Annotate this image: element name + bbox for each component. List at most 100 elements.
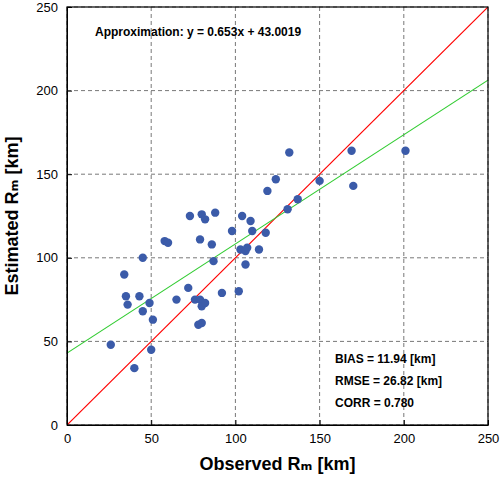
point bbox=[198, 319, 206, 327]
x-tick-mark bbox=[151, 420, 152, 425]
x-tick: 250 bbox=[478, 420, 500, 446]
x-tick: 150 bbox=[309, 420, 331, 446]
point bbox=[272, 175, 280, 183]
x-tick-label: 200 bbox=[393, 431, 415, 446]
x-tick-label: 100 bbox=[225, 431, 247, 446]
x-tick-mark bbox=[488, 420, 489, 425]
y-tick-mark bbox=[67, 7, 72, 8]
stat-label: CORR = 0.780 bbox=[335, 396, 414, 410]
y-tick: 150 bbox=[36, 167, 72, 182]
point bbox=[241, 260, 249, 268]
point bbox=[201, 215, 209, 223]
plot-frame bbox=[67, 7, 488, 425]
point bbox=[235, 287, 243, 295]
point bbox=[349, 182, 357, 190]
x-tick-mark bbox=[235, 420, 236, 425]
y-axis: 0 50 100 150 200 250 bbox=[36, 0, 72, 433]
point bbox=[285, 148, 293, 156]
point bbox=[248, 227, 256, 235]
point bbox=[196, 235, 204, 243]
x-tick-mark bbox=[320, 420, 321, 425]
fit-label: Approximation: y = 0.653x + 43.0019 bbox=[95, 25, 301, 39]
plot-background bbox=[67, 7, 488, 425]
y-tick: 100 bbox=[36, 250, 72, 265]
y-tick-mark bbox=[67, 174, 72, 175]
grid-line-y bbox=[67, 174, 488, 175]
x-axis-line bbox=[68, 425, 489, 426]
x-tick-label: 0 bbox=[64, 431, 71, 446]
y-axis-line bbox=[67, 8, 68, 426]
point bbox=[315, 177, 323, 185]
point bbox=[107, 341, 115, 349]
y-tick: 0 bbox=[51, 418, 72, 433]
y-tick-mark bbox=[67, 258, 72, 259]
x-axis-title: Observed Rₘ [km] bbox=[200, 454, 356, 474]
grid bbox=[67, 7, 488, 425]
point bbox=[238, 212, 246, 220]
point bbox=[201, 299, 209, 307]
point bbox=[164, 239, 172, 247]
chart: 0 50 100 150 200 250 0 50 100 150 200 250 Observed R… bbox=[0, 0, 500, 479]
x-tick-label: 150 bbox=[309, 431, 331, 446]
grid-line-y bbox=[67, 341, 488, 342]
point bbox=[294, 195, 302, 203]
point bbox=[283, 205, 291, 213]
point bbox=[145, 299, 153, 307]
marks bbox=[67, 7, 488, 425]
point bbox=[208, 240, 216, 248]
stat-label: RMSE = 26.82 [km] bbox=[335, 374, 442, 388]
point bbox=[172, 295, 180, 303]
point bbox=[123, 300, 131, 308]
grid-line-x bbox=[235, 7, 236, 425]
x-tick: 100 bbox=[225, 420, 247, 446]
point bbox=[246, 217, 254, 225]
point bbox=[120, 270, 128, 278]
plot: 0 50 100 150 200 250 0 50 100 150 200 250 bbox=[36, 0, 499, 446]
x-tick: 200 bbox=[393, 420, 415, 446]
point bbox=[122, 292, 130, 300]
point bbox=[147, 346, 155, 354]
fit-line bbox=[67, 80, 488, 353]
point bbox=[347, 147, 355, 155]
point bbox=[186, 212, 194, 220]
y-tick: 200 bbox=[36, 83, 72, 98]
y-tick-mark bbox=[67, 91, 72, 92]
x-tick: 50 bbox=[144, 420, 158, 446]
stat-label: BIAS = 11.94 [km] bbox=[335, 352, 435, 366]
point bbox=[263, 187, 271, 195]
point bbox=[218, 289, 226, 297]
grid-line-y bbox=[67, 257, 488, 258]
x-tick-label: 250 bbox=[478, 431, 500, 446]
point bbox=[243, 244, 251, 252]
point bbox=[401, 147, 409, 155]
y-tick-label: 50 bbox=[44, 334, 58, 349]
y-axis-title: Estimated Rₘ [km] bbox=[2, 137, 22, 296]
point bbox=[211, 208, 219, 216]
grid-line-x bbox=[151, 7, 152, 425]
x-tick-label: 50 bbox=[144, 431, 158, 446]
y-tick: 50 bbox=[44, 334, 72, 349]
point bbox=[149, 315, 157, 323]
grid-line-x bbox=[319, 7, 320, 425]
y-tick-label: 200 bbox=[36, 83, 58, 98]
point bbox=[139, 254, 147, 262]
y-tick-label: 0 bbox=[51, 418, 58, 433]
point bbox=[139, 307, 147, 315]
point bbox=[228, 227, 236, 235]
reference-line bbox=[67, 7, 488, 425]
y-tick-label: 150 bbox=[36, 167, 58, 182]
point bbox=[262, 229, 270, 237]
grid-line-y bbox=[67, 90, 488, 91]
y-tick-label: 250 bbox=[36, 0, 58, 15]
point bbox=[130, 364, 138, 372]
y-tick-mark bbox=[67, 341, 72, 342]
x-tick-mark bbox=[404, 420, 405, 425]
x-axis: 0 50 100 150 200 250 bbox=[64, 420, 499, 446]
y-tick-mark bbox=[67, 425, 72, 426]
point bbox=[255, 245, 263, 253]
point bbox=[209, 257, 217, 265]
point bbox=[135, 292, 143, 300]
y-tick-label: 100 bbox=[36, 250, 58, 265]
point bbox=[184, 284, 192, 292]
y-tick: 250 bbox=[36, 0, 72, 15]
